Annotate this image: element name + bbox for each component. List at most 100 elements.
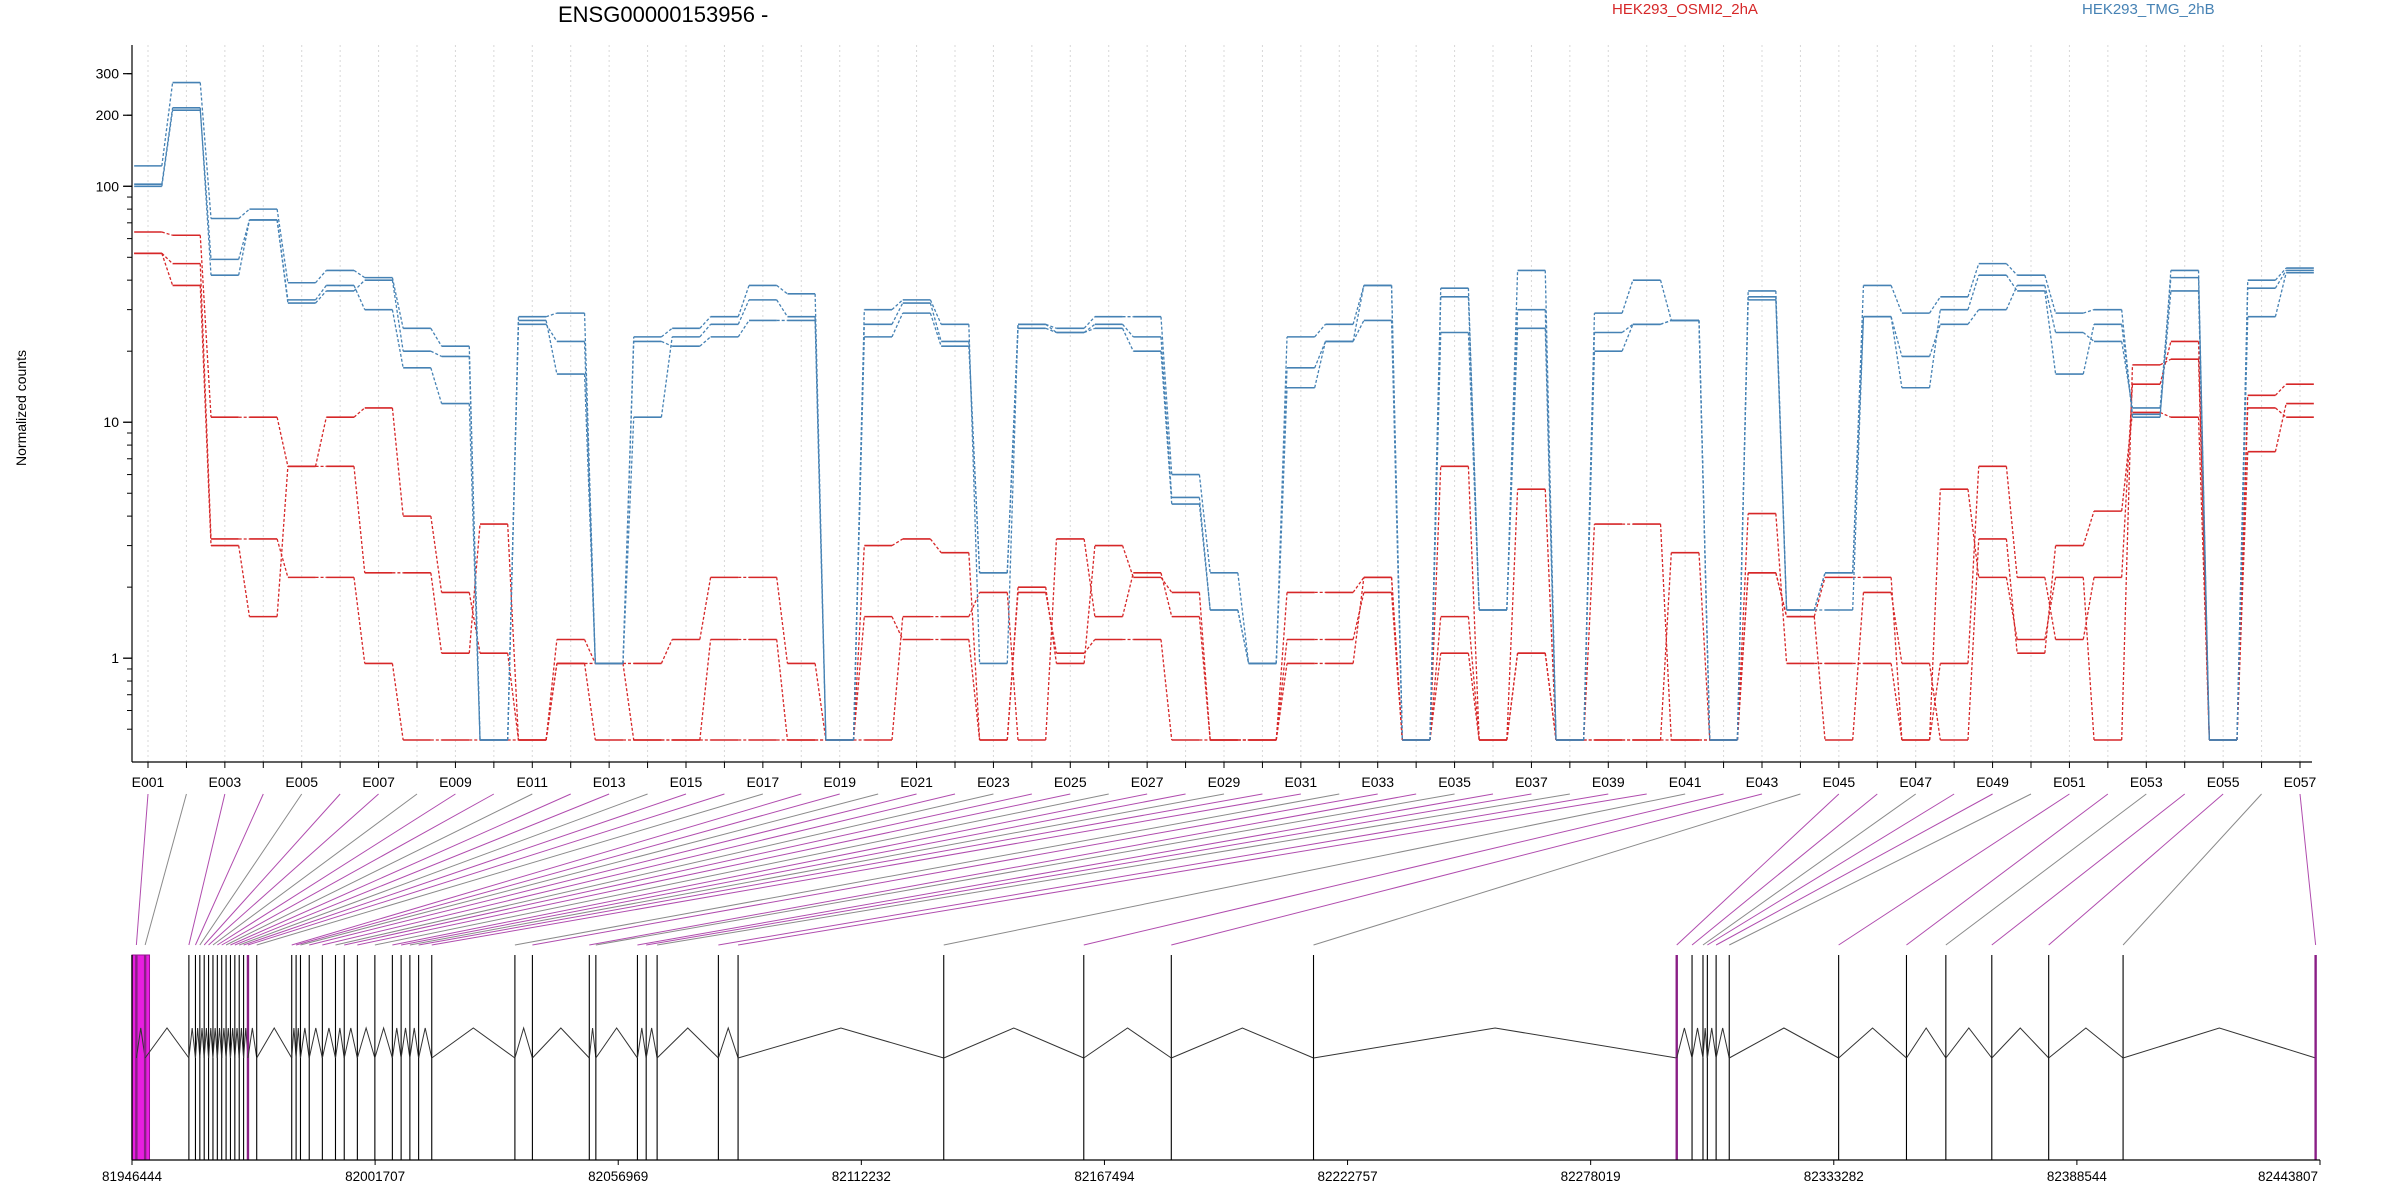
- series-transition: [1544, 309, 1557, 741]
- exon-connector: [737, 793, 1647, 946]
- intron-line: [1171, 1027, 1314, 1059]
- series-transition: [968, 639, 981, 741]
- series-transition: [161, 252, 174, 265]
- series-transition: [2236, 316, 2249, 741]
- series-transition: [161, 253, 174, 286]
- series-transition: [1045, 538, 1058, 741]
- series-transition: [1045, 323, 1057, 334]
- legend-series-b: HEK293_TMG_2hB: [2082, 1, 2215, 18]
- intron-line: [943, 1027, 1084, 1059]
- series-transition: [2121, 412, 2134, 512]
- exon-connector: [532, 793, 1378, 946]
- intron-line: [1728, 1027, 1839, 1059]
- series-transition: [852, 545, 865, 741]
- series-transition: [929, 538, 942, 554]
- intron-line: [588, 1027, 597, 1059]
- series-transition: [660, 639, 673, 664]
- intron-line: [514, 1026, 533, 1059]
- intron-line: [431, 1027, 516, 1059]
- exon-tick-label: E051: [2053, 774, 2086, 790]
- series-transition: [1890, 592, 1903, 664]
- exon-connector: [1676, 793, 1840, 946]
- series-transition: [699, 323, 712, 338]
- exon-tick-label: E055: [2207, 774, 2240, 790]
- exon-connector: [1945, 793, 2147, 946]
- series-transition: [1506, 653, 1519, 741]
- intron-line: [199, 1027, 205, 1059]
- series-transition: [1352, 285, 1365, 342]
- series-transition: [1467, 296, 1480, 611]
- series-transition: [814, 663, 827, 741]
- series-transition: [1237, 609, 1250, 664]
- genome-tick-label: 82388544: [2047, 1169, 2108, 1184]
- series-transition: [2274, 272, 2287, 317]
- series-transition: [468, 524, 481, 654]
- exon-connector: [234, 793, 610, 946]
- series-transition: [1390, 285, 1403, 741]
- series-transition: [622, 417, 635, 664]
- series-transition: [1314, 341, 1327, 369]
- exon-tick-label: E041: [1669, 774, 1702, 790]
- series-transition: [852, 616, 865, 741]
- series-transition: [2083, 309, 2095, 314]
- series-transition: [1198, 616, 1211, 741]
- exon-connector: [2299, 793, 2317, 946]
- series-transition: [199, 285, 212, 546]
- intron-line: [212, 1027, 218, 1059]
- intron-line: [656, 1027, 719, 1059]
- series-transition: [1659, 524, 1672, 741]
- series-transition: [1659, 552, 1672, 741]
- exon-connector: [344, 793, 1032, 946]
- chart-title: ENSG00000153956 -: [558, 2, 768, 27]
- series-transition: [1083, 538, 1096, 617]
- intron-line: [1991, 1027, 2050, 1059]
- series-transition: [1736, 299, 1749, 741]
- exon-connector: [1171, 793, 1763, 946]
- intron-line: [343, 1027, 358, 1059]
- series-transition: [199, 235, 212, 418]
- series-transition: [776, 577, 789, 664]
- exon-tick-label: E057: [2284, 774, 2317, 790]
- series-transition: [1890, 663, 1903, 741]
- intron-line: [135, 1027, 146, 1059]
- series-transition: [583, 639, 596, 664]
- series-transition: [1467, 653, 1480, 741]
- exon-tick-label: E027: [1131, 774, 1164, 790]
- series-transition: [430, 572, 443, 654]
- exon-connector: [1991, 793, 2186, 946]
- series-transition: [161, 107, 174, 185]
- series-transition: [430, 516, 443, 593]
- series-transition: [1775, 513, 1788, 664]
- exon-tick-label: E007: [362, 774, 395, 790]
- exon-connector: [409, 793, 1225, 946]
- series-transition: [891, 302, 904, 325]
- exon-connector: [646, 793, 1532, 946]
- series-transition: [1852, 592, 1865, 741]
- genome-tick-label: 82333282: [1804, 1169, 1864, 1184]
- series-transition: [1929, 296, 1941, 314]
- series-transition: [622, 663, 635, 741]
- series-transition: [1621, 323, 1634, 334]
- intron-line: [532, 1027, 590, 1059]
- exon-connector: [589, 793, 1417, 946]
- series-transition: [1890, 316, 1903, 357]
- series-transition: [737, 299, 750, 325]
- series-transition: [2159, 277, 2172, 408]
- series-transition: [1890, 316, 1903, 388]
- series-transition: [1160, 336, 1173, 498]
- exon-connector: [221, 793, 495, 946]
- series-transition: [1967, 263, 1980, 298]
- genome-tick-label: 82278019: [1561, 1169, 1621, 1184]
- exon-tick-label: E025: [1054, 774, 1087, 790]
- series-transition: [545, 323, 558, 342]
- exon-tick-label: E013: [593, 774, 626, 790]
- exon-connector: [212, 793, 418, 946]
- series-transition: [1775, 572, 1788, 617]
- series-transition: [776, 299, 788, 318]
- series-transition: [1852, 316, 1865, 573]
- series-line: [134, 109, 2314, 741]
- genome-tick-label: 82001707: [345, 1169, 405, 1184]
- series-transition: [1698, 320, 1711, 741]
- exon-tick-label: E021: [900, 774, 933, 790]
- intron-line: [308, 1027, 323, 1059]
